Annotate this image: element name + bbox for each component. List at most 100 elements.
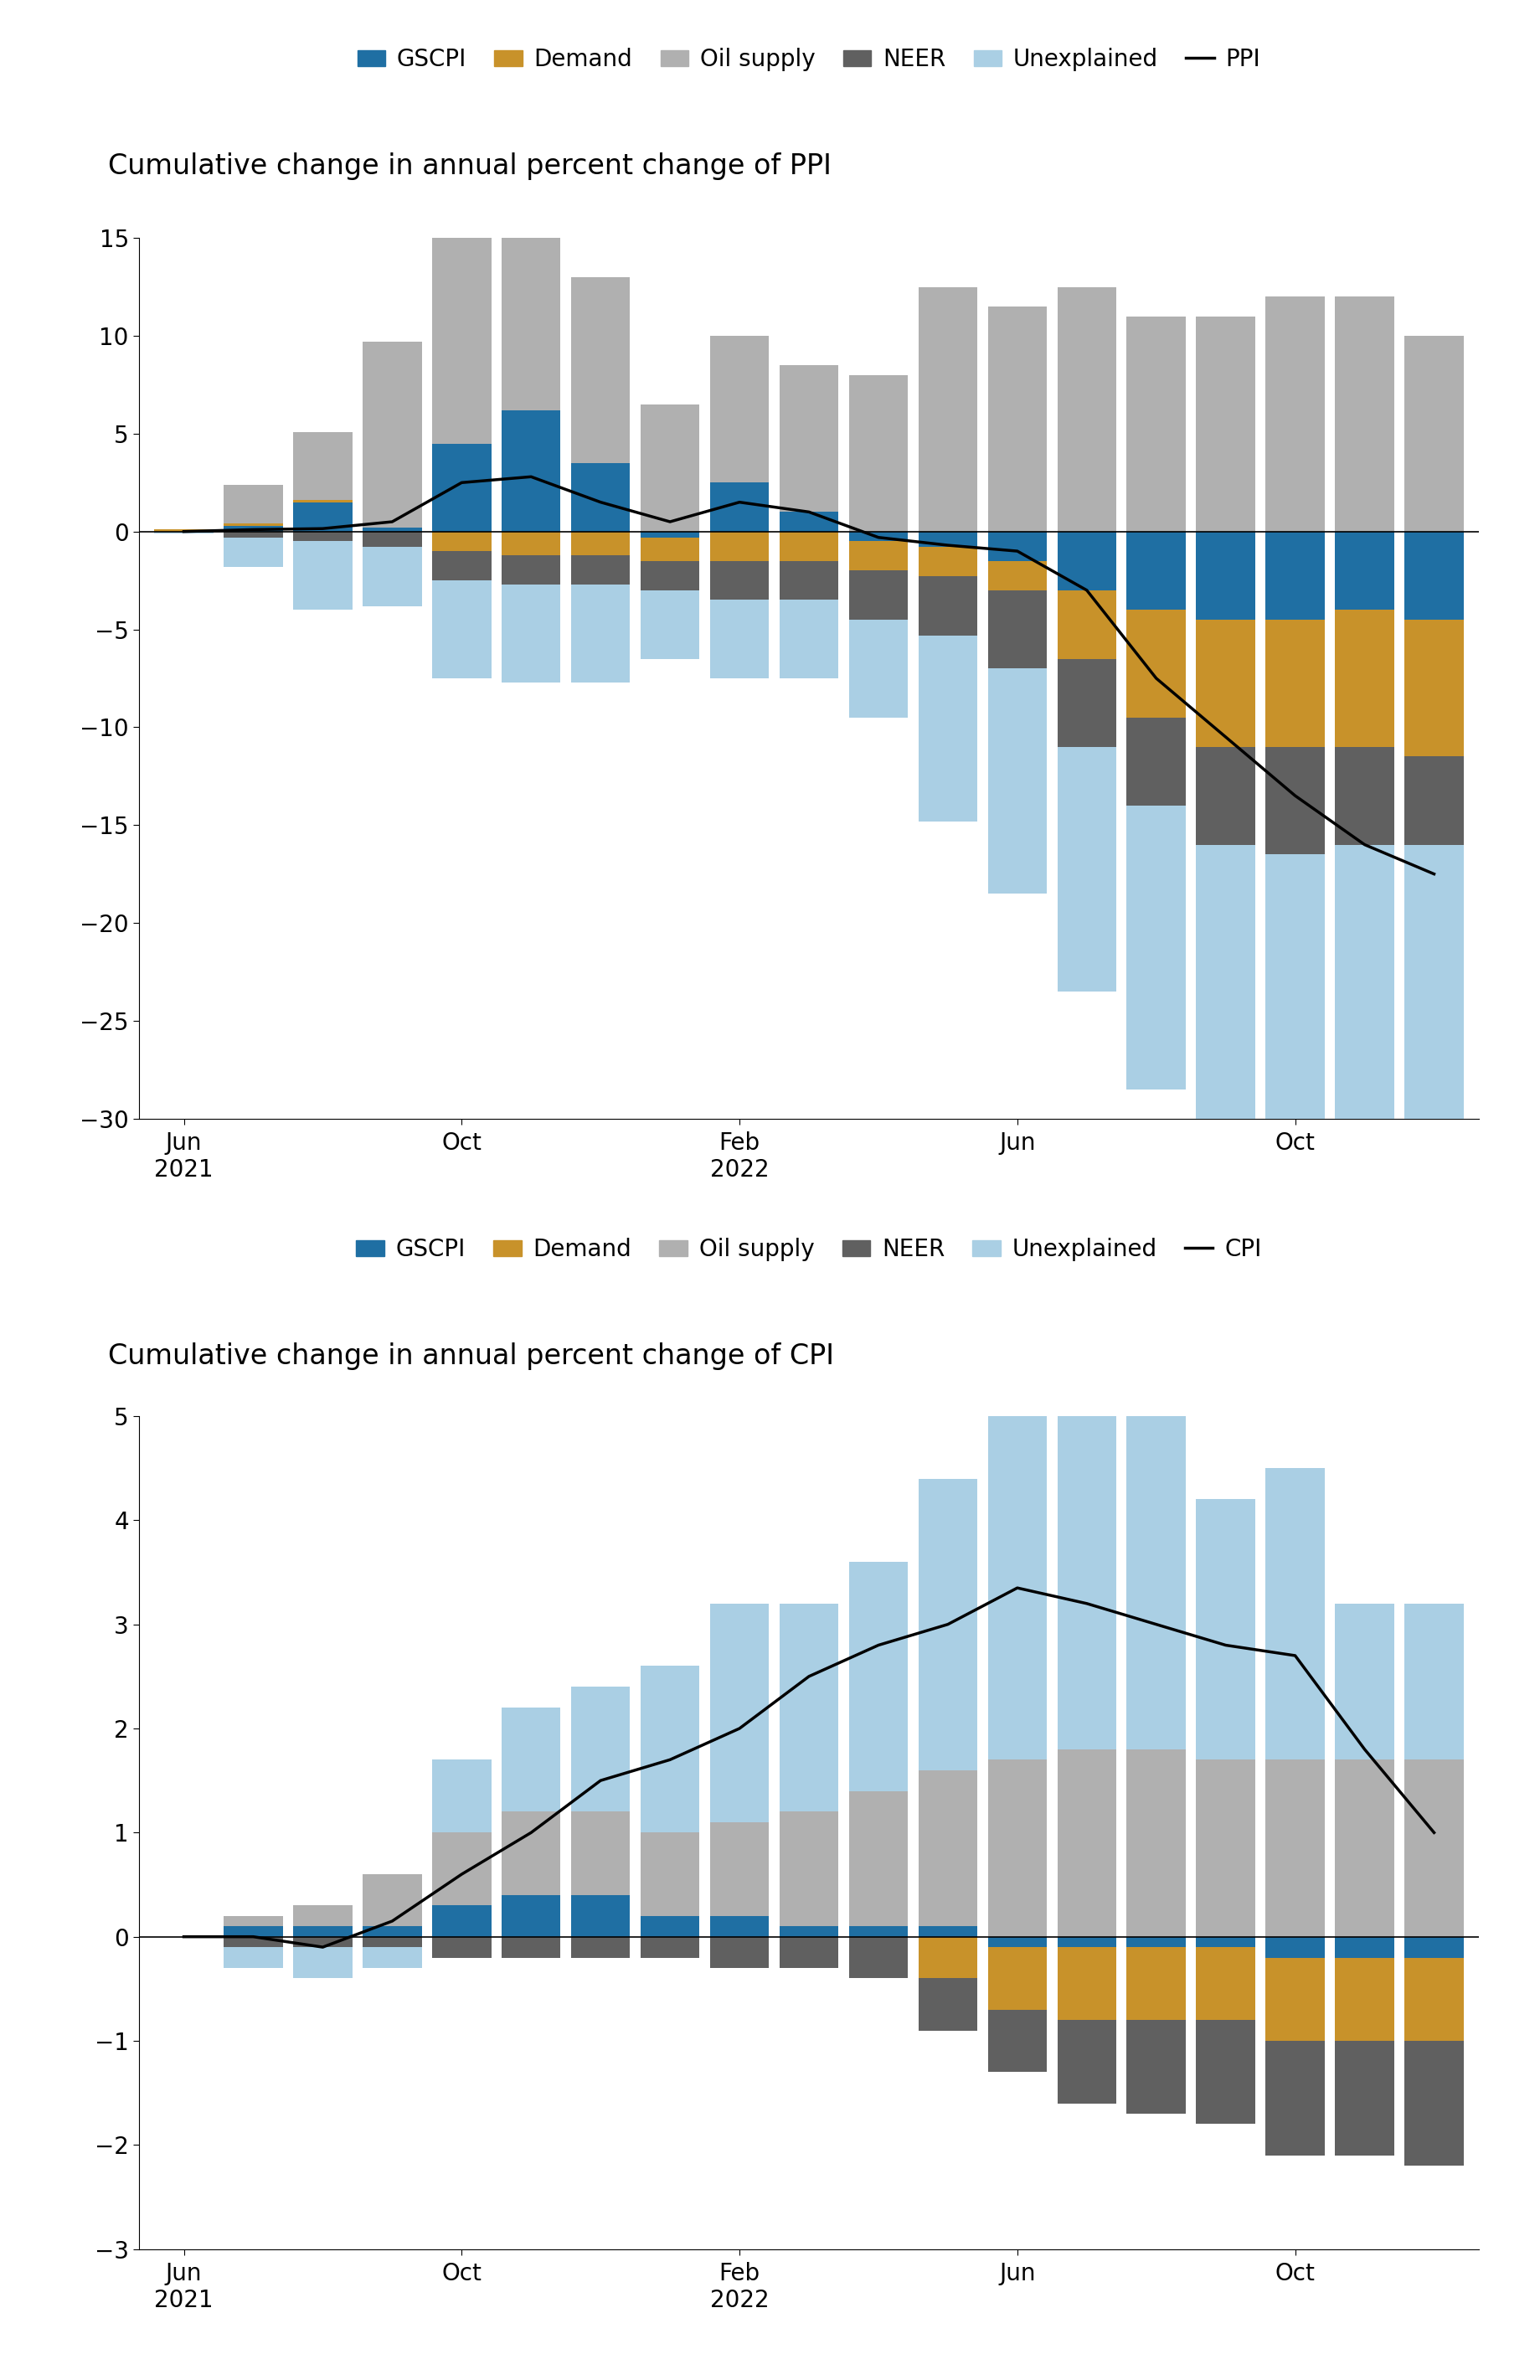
- Bar: [293, 1925, 353, 1937]
- Bar: [779, 512, 838, 531]
- Bar: [431, 1937, 491, 1956]
- Bar: [710, 1916, 768, 1937]
- Bar: [1195, 845, 1255, 1245]
- Bar: [987, 2009, 1046, 2073]
- Bar: [710, 600, 768, 678]
- Bar: [710, 1937, 768, 1968]
- Bar: [987, 562, 1046, 590]
- Bar: [1334, 1759, 1394, 1937]
- Bar: [571, 1894, 630, 1937]
- Bar: [918, 531, 976, 547]
- Bar: [1126, 1937, 1186, 1947]
- Bar: [431, 531, 491, 552]
- Bar: [918, 1771, 976, 1925]
- Bar: [431, 1759, 491, 1833]
- Bar: [293, 531, 353, 540]
- Bar: [1126, 2021, 1186, 2113]
- Bar: [571, 1937, 630, 1956]
- Bar: [779, 531, 838, 562]
- Bar: [1404, 1956, 1463, 2042]
- Text: Cumulative change in annual percent change of CPI: Cumulative change in annual percent chan…: [108, 1342, 833, 1371]
- Bar: [918, 576, 976, 635]
- Bar: [293, 540, 353, 609]
- Bar: [1195, 747, 1255, 845]
- Bar: [779, 1811, 838, 1925]
- Bar: [502, 409, 561, 531]
- Bar: [1126, 1749, 1186, 1937]
- Bar: [223, 1937, 283, 1947]
- Bar: [1195, 1937, 1255, 1947]
- Bar: [431, 581, 491, 678]
- Bar: [571, 1811, 630, 1894]
- Bar: [849, 531, 907, 540]
- Legend: GSCPI, Demand, Oil supply, NEER, Unexplained, CPI: GSCPI, Demand, Oil supply, NEER, Unexpla…: [347, 1228, 1270, 1271]
- Bar: [1334, 1937, 1394, 1956]
- Bar: [1195, 1947, 1255, 2021]
- Bar: [849, 571, 907, 619]
- Bar: [987, 1395, 1046, 1759]
- Bar: [571, 531, 630, 555]
- Bar: [362, 1947, 422, 1968]
- Bar: [1056, 1407, 1115, 1749]
- Bar: [502, 555, 561, 585]
- Bar: [571, 585, 630, 683]
- Bar: [779, 1937, 838, 1968]
- Bar: [1195, 2021, 1255, 2123]
- Bar: [849, 1561, 907, 1790]
- Bar: [987, 1759, 1046, 1937]
- Bar: [1126, 609, 1186, 716]
- Bar: [362, 531, 422, 547]
- Bar: [502, 1894, 561, 1937]
- Bar: [1056, 590, 1115, 659]
- Bar: [1056, 747, 1115, 992]
- Bar: [641, 1916, 699, 1937]
- Bar: [1195, 317, 1255, 531]
- Bar: [1056, 659, 1115, 747]
- Bar: [1264, 1468, 1324, 1759]
- Bar: [293, 502, 353, 531]
- Bar: [223, 486, 283, 524]
- Bar: [1404, 1604, 1463, 1759]
- Bar: [641, 590, 699, 659]
- Bar: [1195, 531, 1255, 619]
- Bar: [431, 443, 491, 531]
- Bar: [293, 1947, 353, 1978]
- Bar: [710, 531, 768, 562]
- Bar: [1056, 1947, 1115, 2021]
- Bar: [1126, 804, 1186, 1090]
- Bar: [293, 431, 353, 500]
- Bar: [1264, 1937, 1324, 1956]
- Bar: [1264, 298, 1324, 531]
- Bar: [1404, 757, 1463, 845]
- Bar: [362, 1937, 422, 1947]
- Bar: [1126, 317, 1186, 531]
- Bar: [918, 1978, 976, 2030]
- Bar: [641, 562, 699, 590]
- Bar: [1126, 1947, 1186, 2021]
- Bar: [918, 1937, 976, 1978]
- Bar: [1334, 531, 1394, 609]
- Bar: [641, 1937, 699, 1956]
- Bar: [987, 1947, 1046, 2009]
- Bar: [849, 619, 907, 716]
- Bar: [1264, 2040, 1324, 2156]
- Bar: [1404, 1937, 1463, 1956]
- Bar: [223, 538, 283, 566]
- Bar: [710, 483, 768, 531]
- Bar: [1056, 1937, 1115, 1947]
- Bar: [918, 1925, 976, 1937]
- Bar: [431, 238, 491, 443]
- Bar: [1264, 1956, 1324, 2042]
- Bar: [362, 1925, 422, 1937]
- Bar: [918, 635, 976, 821]
- Bar: [1056, 288, 1115, 531]
- Bar: [918, 288, 976, 531]
- Bar: [223, 1916, 283, 1925]
- Bar: [641, 1833, 699, 1916]
- Bar: [1264, 619, 1324, 747]
- Bar: [779, 600, 838, 678]
- Bar: [571, 1687, 630, 1811]
- Bar: [779, 562, 838, 600]
- Bar: [1264, 747, 1324, 854]
- Bar: [223, 531, 283, 538]
